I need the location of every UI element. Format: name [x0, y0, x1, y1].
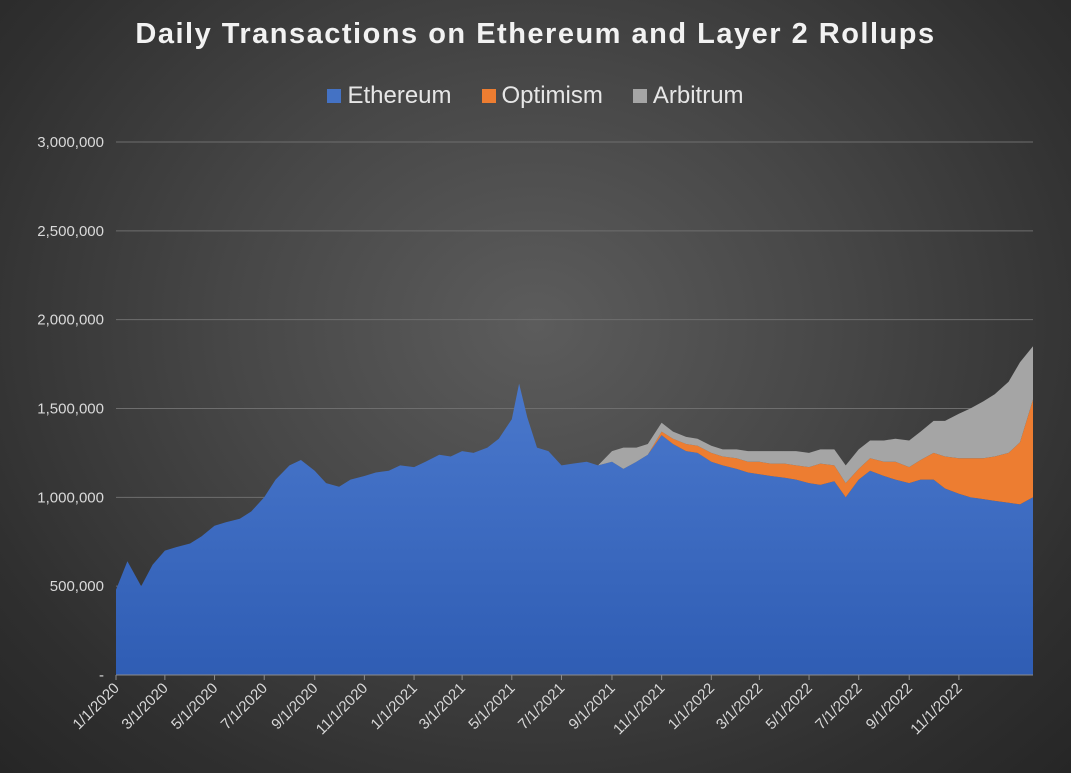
legend-label-arbitrum: Arbitrum [652, 82, 744, 109]
y-tick-label: 1,500,000 [37, 401, 104, 418]
x-tick-label: 5/1/2021 [465, 680, 518, 733]
legend-item-ethereum: Ethereum [327, 82, 452, 110]
x-tick-label: 1/1/2020 [70, 680, 123, 733]
x-tick-label: 1/1/2022 [665, 680, 718, 733]
arbitrum-area [116, 346, 1033, 590]
x-tick-label: 7/1/2022 [812, 680, 865, 733]
optimism-area [116, 383, 1033, 590]
chart-legend: Ethereum Optimism Arbitrum [0, 82, 1071, 110]
x-tick-label: 3/1/2021 [416, 680, 469, 733]
y-tick-label: 2,000,000 [37, 312, 104, 329]
y-tick-label: 1,000,000 [37, 489, 104, 506]
y-tick-label: 500,000 [50, 578, 104, 595]
x-tick-label: 7/1/2020 [218, 680, 271, 733]
legend-item-optimism: Optimism [481, 82, 603, 110]
x-tick-label: 3/1/2022 [713, 680, 766, 733]
x-tick-label: 5/1/2020 [168, 680, 221, 733]
legend-label-ethereum: Ethereum [347, 82, 452, 109]
y-tick-label: - [99, 667, 104, 684]
x-tick-label: 11/1/2020 [313, 680, 371, 738]
x-tick-label: 11/1/2022 [907, 680, 965, 738]
x-tick-label: 1/1/2021 [368, 680, 421, 733]
ethereum-area [116, 383, 1033, 675]
legend-swatch-optimism [481, 89, 496, 103]
legend-swatch-arbitrum [632, 89, 647, 103]
legend-swatch-ethereum [327, 89, 342, 103]
y-tick-label: 3,000,000 [37, 134, 104, 151]
legend-item-arbitrum: Arbitrum [632, 82, 744, 110]
x-tick-label: 5/1/2022 [763, 680, 816, 733]
x-tick-label: 3/1/2020 [118, 680, 171, 733]
x-tick-label: 11/1/2021 [610, 680, 668, 738]
chart-title: Daily Transactions on Ethereum and Layer… [135, 18, 936, 50]
legend-label-optimism: Optimism [501, 82, 603, 109]
y-tick-label: 2,500,000 [37, 223, 104, 240]
x-tick-label: 7/1/2021 [515, 680, 568, 733]
